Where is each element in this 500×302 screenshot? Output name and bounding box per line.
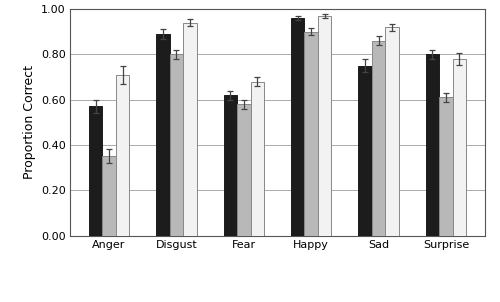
- Bar: [89, 107, 102, 236]
- Bar: [156, 34, 170, 236]
- Bar: [116, 75, 130, 236]
- Bar: [170, 54, 183, 236]
- Bar: [452, 59, 466, 236]
- Bar: [426, 54, 439, 236]
- Bar: [386, 27, 399, 236]
- Bar: [304, 32, 318, 236]
- Bar: [372, 41, 386, 236]
- Bar: [318, 16, 332, 236]
- Bar: [102, 156, 116, 236]
- Bar: [439, 97, 452, 236]
- Bar: [358, 66, 372, 236]
- Y-axis label: Proportion Correct: Proportion Correct: [22, 65, 36, 179]
- Bar: [291, 18, 304, 236]
- Bar: [183, 23, 196, 236]
- Bar: [237, 104, 250, 236]
- Bar: [250, 82, 264, 236]
- Bar: [224, 95, 237, 236]
